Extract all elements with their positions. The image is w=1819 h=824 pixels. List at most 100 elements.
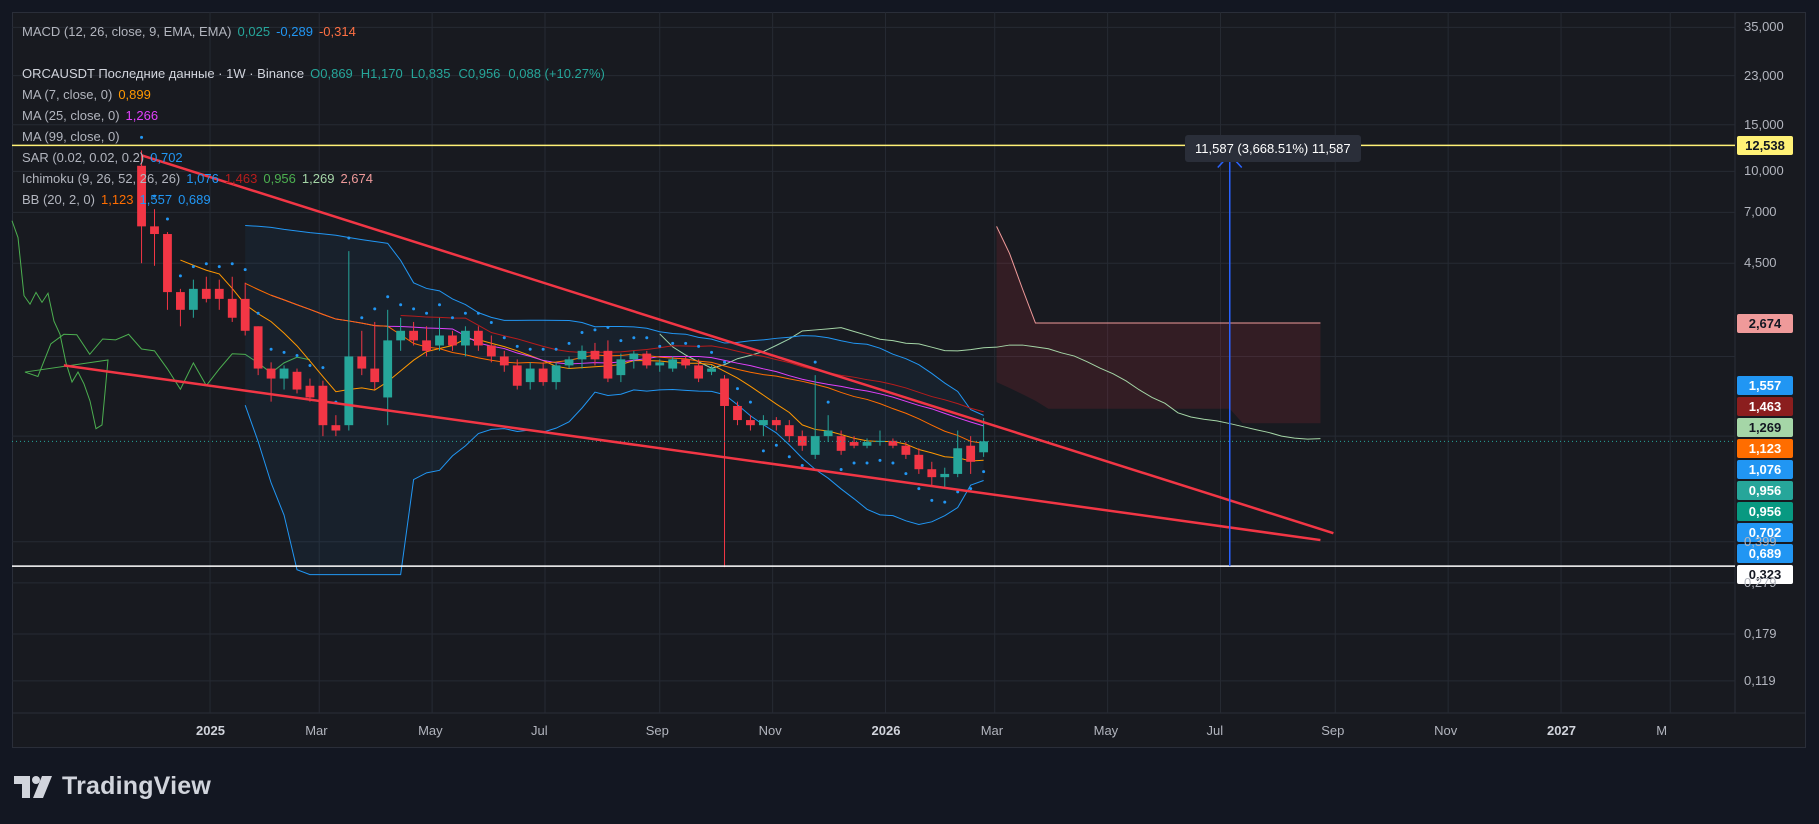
candle-body [214, 288, 224, 299]
legend-macd-value: 0,025 [237, 24, 271, 39]
legend-sar-value: 0,702 [150, 150, 183, 165]
legend-ma7-value: 0,899 [118, 87, 151, 102]
candle-body [953, 448, 963, 474]
candle-body [473, 330, 483, 346]
candle-body [966, 445, 976, 462]
sar-dot [658, 344, 662, 348]
sar-dot [308, 364, 312, 368]
candle-body [150, 226, 159, 235]
candle-body [642, 353, 652, 366]
sar-dot [930, 498, 934, 502]
sar-dot [502, 336, 506, 340]
candle-body [176, 292, 185, 310]
candle-body [823, 430, 833, 437]
candle-body [979, 441, 989, 453]
sar-dot [697, 344, 701, 348]
measure-label: 11,587 (3,668.51%) 11,587 [1185, 135, 1361, 162]
ma25-line [270, 294, 984, 427]
y-tick-label: 23,000 [1744, 67, 1784, 83]
sar-dot [191, 265, 195, 269]
trendline [63, 364, 1321, 542]
sar-dot [761, 449, 765, 453]
sar-dot [515, 344, 519, 348]
candle-body [486, 345, 496, 357]
candle-body [888, 440, 898, 446]
candle-body [461, 330, 470, 346]
legend-ma25-value: 1,266 [125, 108, 159, 123]
x-tick-label: Jul [1206, 723, 1224, 738]
sar-dot [256, 311, 260, 315]
sar-dot [204, 262, 208, 266]
sar-dot [360, 316, 364, 320]
ichimoku-base-line [400, 315, 984, 413]
candle-body [538, 368, 548, 383]
sar-dot [217, 265, 221, 269]
legend-ichimoku-span-a: 1,269 [301, 171, 335, 186]
legend-bb-basis: 1,123 [100, 192, 134, 207]
price-tag: 1,557 [1737, 376, 1793, 396]
legend-macd-label: MACD (12, 26, close, 9, EMA, EMA) [22, 24, 232, 39]
sar-dot [969, 487, 973, 491]
legend-symbol-label: ORCAUSDT Последние данные · 1W · Binance [22, 66, 305, 81]
sar-dot [450, 316, 454, 320]
legend-close: C0,956 [458, 66, 501, 81]
sar-dot [956, 490, 960, 494]
candle-body [681, 359, 691, 366]
sar-dot [710, 350, 714, 354]
sar-dot [438, 303, 442, 307]
legend-high: H1,170 [360, 66, 403, 81]
candle-body [137, 165, 146, 227]
price-tag: 2,674 [1737, 314, 1793, 334]
candle-body [564, 359, 574, 366]
y-tick-label: 0,399 [1744, 533, 1777, 549]
legend-ichimoku-conversion: 1,076 [186, 171, 219, 186]
candle-body [940, 473, 950, 478]
legend-ichimoku-label: Ichimoku (9, 26, 52, 26, 26) [22, 171, 181, 186]
candle-body [603, 350, 613, 379]
sar-dot [787, 455, 791, 459]
price-tag: 0,956 [1737, 481, 1793, 501]
legend-sar: SAR (0.02, 0.02, 0.2) 0,702 [22, 150, 189, 166]
candle-body [927, 469, 937, 478]
candle-body [862, 442, 872, 446]
candle-body [616, 359, 626, 376]
legend-bb-label: BB (20, 2, 0) [22, 192, 95, 207]
candle-body [448, 335, 457, 346]
sar-dot [917, 487, 921, 491]
x-tick-label: M [1656, 723, 1668, 738]
ichimoku-span-b-line [996, 226, 1321, 324]
sar-dot [554, 347, 558, 351]
sar-dot [904, 472, 908, 476]
sar-dot [865, 461, 869, 465]
candle-body [655, 362, 665, 366]
bb-fill [245, 225, 984, 575]
price-tag: 1,123 [1737, 439, 1793, 459]
price-tag: 0,956 [1737, 502, 1793, 522]
sar-dot [386, 295, 390, 299]
candle-body [746, 420, 755, 426]
x-tick-label: May [1093, 723, 1119, 738]
candle-body [707, 368, 716, 372]
candle-body [422, 340, 431, 351]
sar-dot [671, 341, 675, 345]
x-tick-label: 2026 [871, 723, 901, 738]
candle-body [227, 298, 237, 318]
legend-ma7-label: MA (7, close, 0) [22, 87, 113, 102]
sar-dot [347, 236, 351, 240]
sar-dot [684, 341, 688, 345]
sar-dot [852, 461, 856, 465]
x-tick-label: 2027 [1547, 723, 1576, 738]
price-tag: 12,538 [1737, 136, 1793, 156]
legend-bb-upper: 1,557 [139, 192, 173, 207]
price-chart[interactable] [0, 0, 1819, 760]
x-tick-label: 2025 [196, 723, 225, 738]
x-tick-label: Sep [1321, 723, 1345, 738]
sar-dot [373, 307, 377, 311]
legend-change: 0,088 (+10.27%) [508, 66, 605, 81]
sar-dot [580, 330, 584, 334]
candle-body [733, 405, 742, 421]
candle-body [694, 365, 704, 379]
candle-body [357, 356, 367, 369]
candle-body [318, 385, 328, 426]
legend-open: O0,869 [310, 66, 353, 81]
